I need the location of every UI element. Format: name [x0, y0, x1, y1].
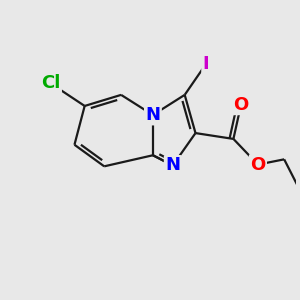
Text: N: N [146, 106, 160, 124]
Text: I: I [203, 55, 209, 73]
Text: O: O [233, 96, 249, 114]
Text: N: N [165, 157, 180, 175]
Text: Cl: Cl [41, 74, 61, 92]
Text: O: O [250, 156, 266, 174]
